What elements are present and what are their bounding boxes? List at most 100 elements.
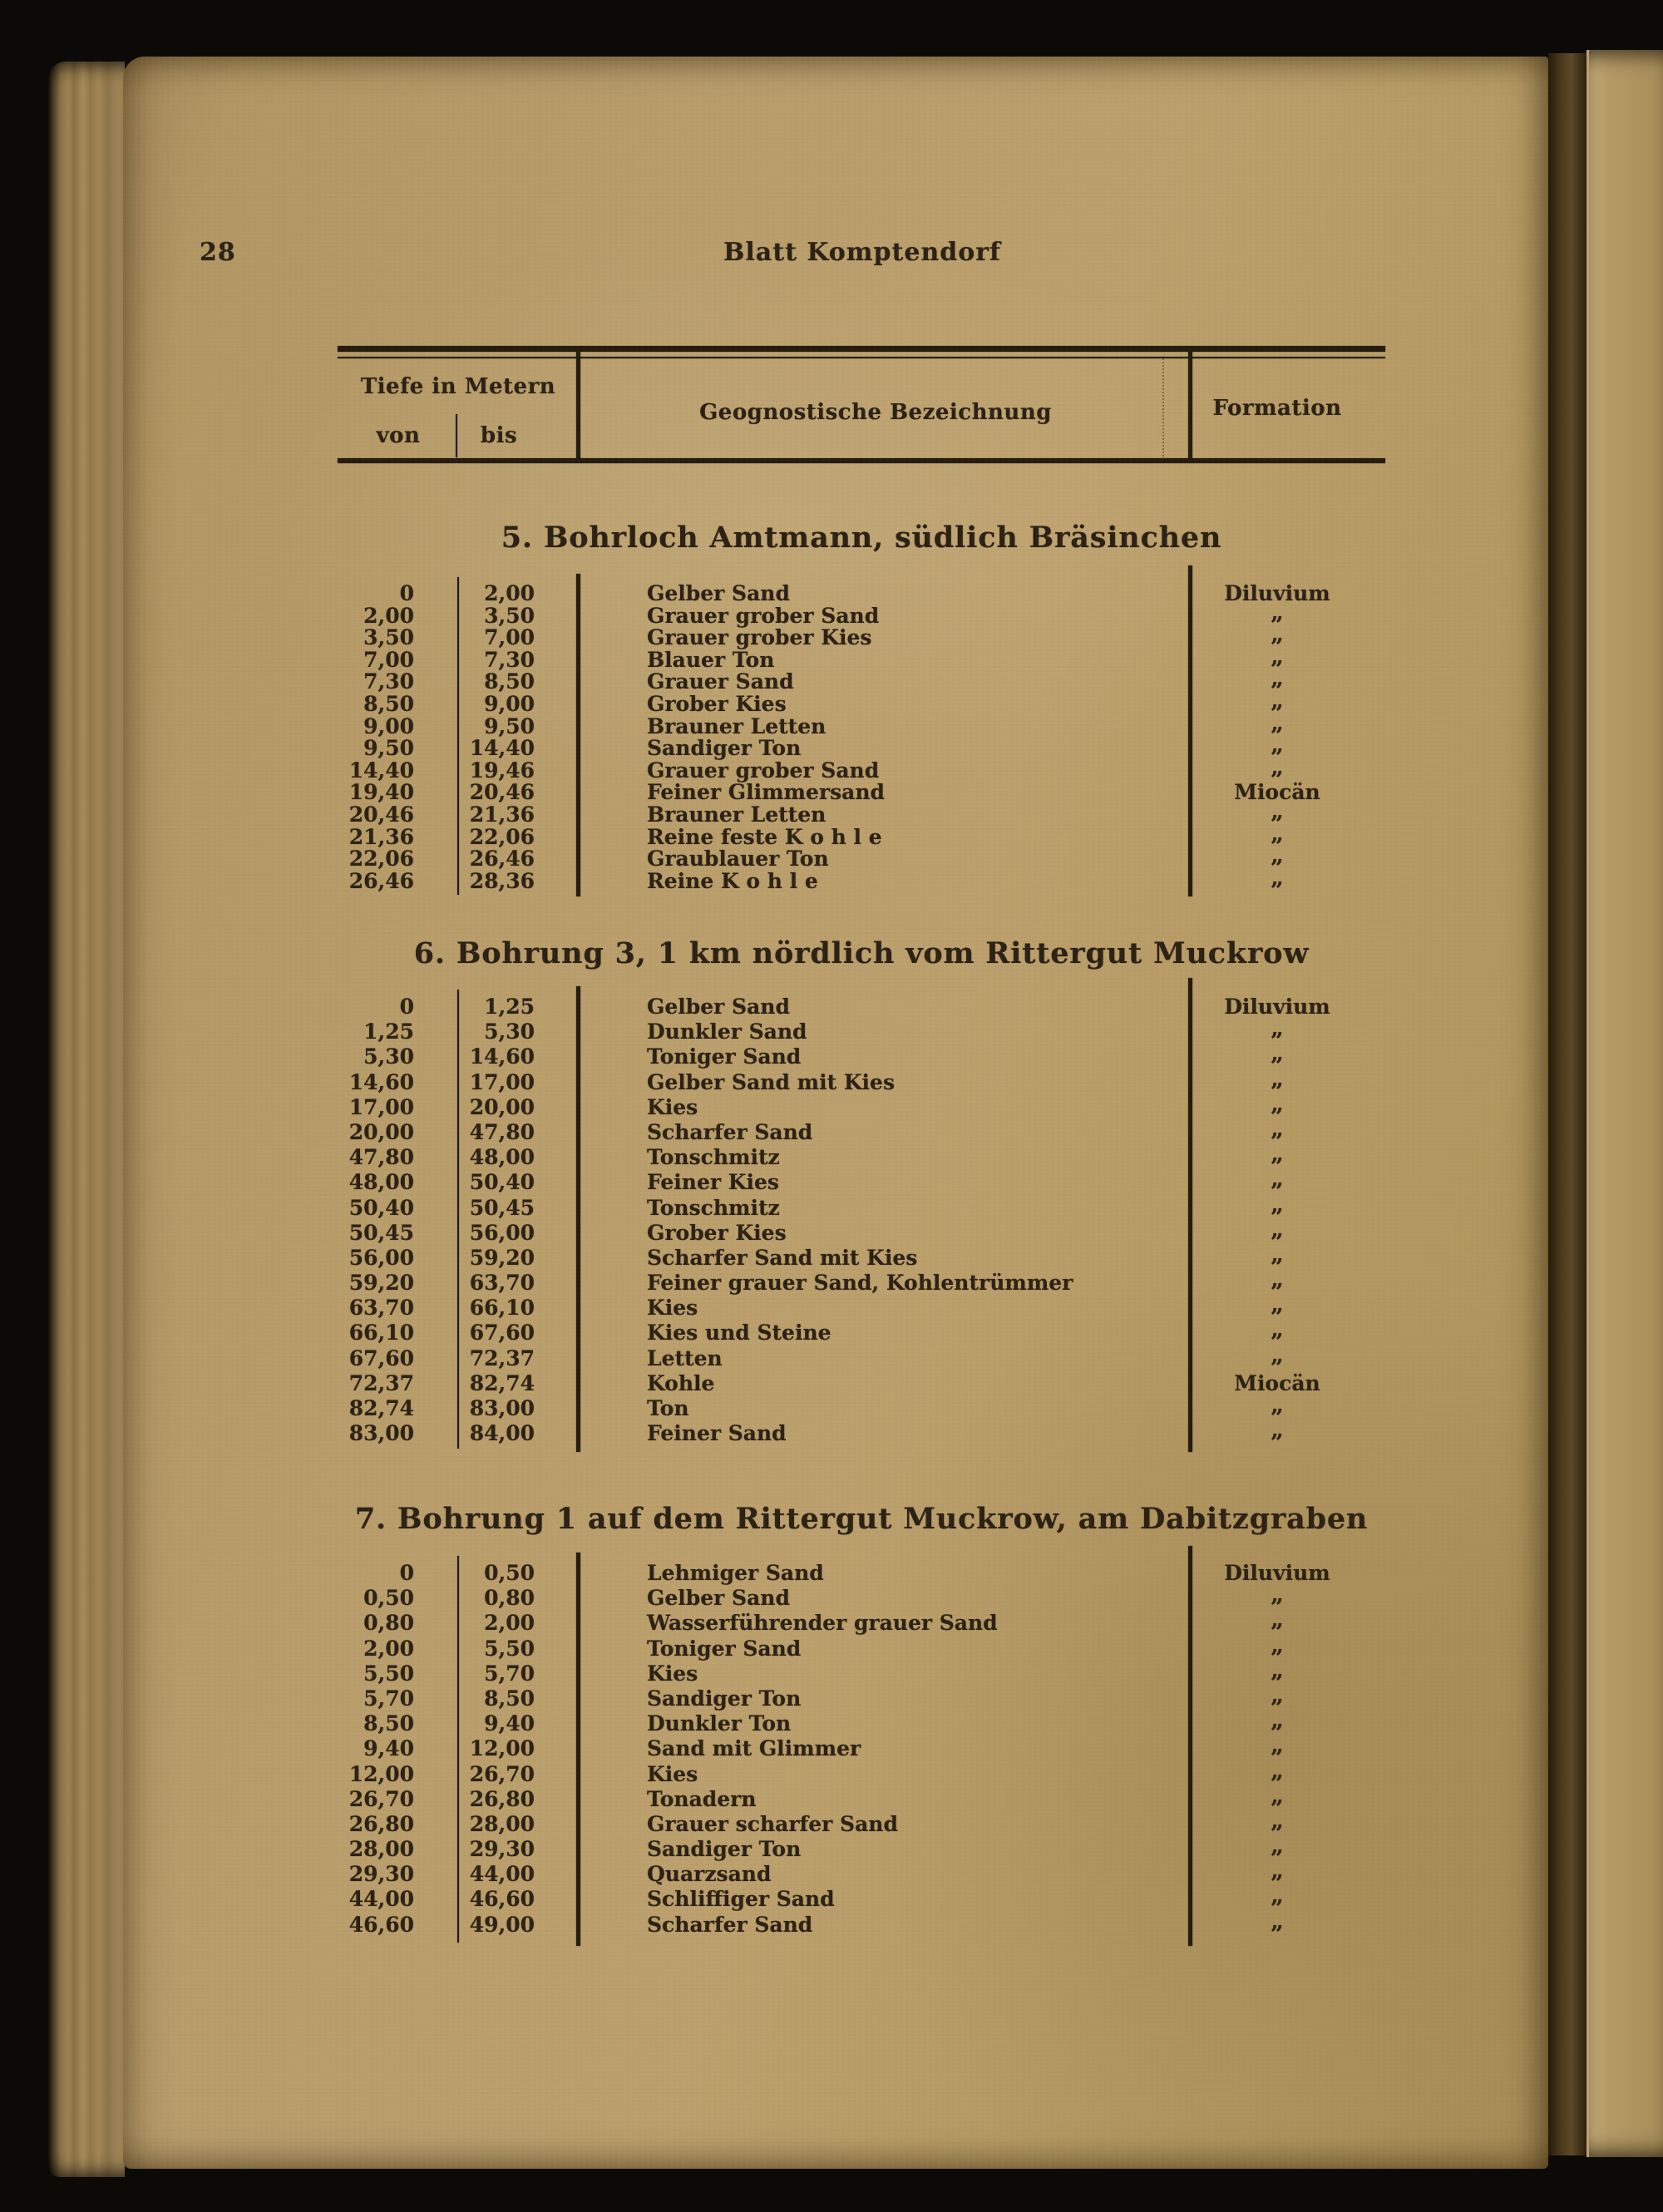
- table-row: 28,00 29,30 Sandiger Ton „: [123, 1833, 1548, 1862]
- depth-to-value: 22,06: [469, 824, 535, 849]
- depth-from-value: 22,06: [348, 847, 414, 871]
- depth-to-value: 5,30: [484, 1020, 535, 1044]
- depth-to-value: 72,37: [469, 1345, 535, 1370]
- depth-from-value: 21,36: [348, 824, 414, 849]
- table-row: 3,50 7,00 Grauer grober Kies „: [123, 621, 1548, 649]
- formation-value: „: [1271, 1090, 1284, 1117]
- stratum-name: Kies: [647, 1296, 698, 1321]
- table-row: 47,80 48,00 Tonschmitz „: [123, 1141, 1548, 1170]
- stratum-name: Sandiger Ton: [647, 1686, 802, 1711]
- depth-to-value: 0,50: [484, 1561, 535, 1585]
- table-row: 0,50 0,80 Gelber Sand „: [123, 1582, 1548, 1611]
- table-row: 8,50 9,40 Dunkler Ton „: [123, 1707, 1548, 1736]
- stratum-name: Toniger Sand: [647, 1636, 802, 1661]
- formation-value: „: [1271, 1040, 1284, 1067]
- table-row: 5,30 14,60 Toniger Sand „: [123, 1040, 1548, 1069]
- section5-left-line: [576, 574, 580, 896]
- table-row: 2,00 5,50 Toniger Sand „: [123, 1632, 1548, 1661]
- depth-to-value: 2,00: [484, 1611, 535, 1636]
- depth-from-value: 26,46: [348, 868, 414, 893]
- formation-value: „: [1271, 1291, 1284, 1318]
- table-top-rule-thick: [338, 346, 1385, 352]
- formation-value: „: [1271, 1141, 1284, 1168]
- depth-to-value: 29,30: [469, 1837, 535, 1862]
- table-row: 0 2,00 Gelber Sand Diluvium: [123, 581, 1548, 605]
- section5-von-bis-line: [457, 577, 459, 895]
- depth-to-value: 82,74: [469, 1370, 535, 1395]
- table-row: 17,00 20,00 Kies „: [123, 1091, 1548, 1120]
- table-row: 9,00 9,50 Brauner Letten „: [123, 710, 1548, 738]
- depth-from-value: 46,60: [348, 1912, 414, 1937]
- stratum-name: Sand mit Glimmer: [647, 1736, 861, 1761]
- formation-value: „: [1271, 1607, 1284, 1633]
- table-row: 29,30 44,00 Quarzsand „: [123, 1858, 1548, 1887]
- stratum-name: Tonschmitz: [647, 1145, 780, 1170]
- section6-rows: 0 1,25 Gelber Sand Diluvium 1,25 5,30 Du…: [123, 995, 1548, 1446]
- table-row: 46,60 49,00 Scharfer Sand „: [123, 1908, 1548, 1938]
- depth-from-value: 7,30: [363, 669, 414, 694]
- depth-from-value: 50,45: [348, 1220, 414, 1245]
- table-row: 9,50 14,40 Sandiger Ton „: [123, 732, 1548, 761]
- table-row: 26,46 28,36 Reine K o h l e „: [123, 865, 1548, 893]
- depth-from-value: 5,70: [363, 1686, 414, 1711]
- depth-to-value: 50,40: [469, 1170, 535, 1195]
- formation-value: Miocän: [1234, 1370, 1320, 1395]
- section7-left-line: [576, 1553, 580, 1946]
- section-title: 7. Bohrung 1 auf dem Rittergut Muckrow, …: [354, 1502, 1369, 1536]
- table-row: 72,37 82,74 Kohle Miocän: [123, 1371, 1548, 1396]
- table-row: 20,00 47,80 Scharfer Sand „: [123, 1116, 1548, 1145]
- stratum-name: Gelber Sand mit Kies: [647, 1069, 896, 1094]
- table-row: 59,20 63,70 Feiner grauer Sand, Kohlentr…: [123, 1266, 1548, 1296]
- stratum-name: Kies und Steine: [647, 1321, 832, 1345]
- formation-value: „: [1271, 1908, 1284, 1934]
- formation-value: „: [1271, 1341, 1284, 1368]
- depth-to-value: 21,36: [469, 802, 535, 827]
- depth-to-value: 44,00: [469, 1862, 535, 1887]
- stratum-name: Scharfer Sand: [647, 1912, 813, 1937]
- depth-from-value: 66,10: [348, 1321, 414, 1345]
- stratum-name: Blauer Ton: [647, 647, 775, 672]
- depth-to-value: 12,00: [469, 1736, 535, 1761]
- formation-value: „: [1271, 1216, 1284, 1242]
- depth-from-value: 5,30: [363, 1044, 414, 1069]
- formation-value: „: [1271, 1757, 1284, 1784]
- depth-from-value: 0: [399, 1561, 414, 1585]
- depth-from-value: 26,70: [348, 1786, 414, 1811]
- depth-from-value: 14,40: [348, 758, 414, 783]
- stratum-name: Scharfer Sand mit Kies: [647, 1245, 918, 1270]
- depth-to-value: 28,00: [469, 1811, 535, 1836]
- table-row: 44,00 46,60 Schliffiger Sand „: [123, 1883, 1548, 1912]
- formation-value: Diluvium: [1224, 581, 1330, 605]
- table-row: 1,25 5,30 Dunkler Sand „: [123, 1015, 1548, 1044]
- depth-from-value: 0,80: [363, 1611, 414, 1636]
- depth-to-value: 46,60: [469, 1887, 535, 1912]
- depth-to-value: 26,80: [469, 1786, 535, 1811]
- stratum-name: Sandiger Ton: [647, 736, 802, 761]
- stratum-name: Dunkler Sand: [647, 1020, 807, 1044]
- table-row: 14,40 19,46 Grauer grober Sand „: [123, 754, 1548, 783]
- table-row: 2,00 3,50 Grauer grober Sand „: [123, 600, 1548, 628]
- page-number: 28: [200, 238, 236, 267]
- stratum-name: Grauer Sand: [647, 669, 794, 694]
- formation-value: „: [1271, 1065, 1284, 1092]
- table-row: 82,74 83,00 Ton „: [123, 1392, 1548, 1421]
- depth-to-value: 20,46: [469, 780, 535, 805]
- column-header-bis: bis: [480, 423, 518, 448]
- stratum-name: Kies: [647, 1661, 698, 1686]
- stratum-name: Grober Kies: [647, 691, 787, 716]
- stratum-name: Schliffiger Sand: [647, 1887, 835, 1912]
- depth-to-value: 3,50: [484, 603, 535, 628]
- table-row: 8,50 9,00 Grober Kies „: [123, 688, 1548, 716]
- running-header: Blatt Komptendorf: [723, 238, 1001, 267]
- depth-from-value: 20,00: [348, 1119, 414, 1144]
- formation-value: „: [1271, 1241, 1284, 1267]
- depth-to-value: 26,46: [469, 847, 535, 871]
- formation-value: „: [1271, 1266, 1284, 1293]
- header-dotted-divider: [1162, 356, 1164, 459]
- header-von-bis-divider: [456, 414, 457, 457]
- book-page: 28 Blatt Komptendorf Tiefe in Metern von…: [123, 57, 1548, 2169]
- depth-to-value: 66,10: [469, 1296, 535, 1321]
- depth-from-value: 0,50: [363, 1586, 414, 1611]
- formation-value: „: [1271, 621, 1284, 648]
